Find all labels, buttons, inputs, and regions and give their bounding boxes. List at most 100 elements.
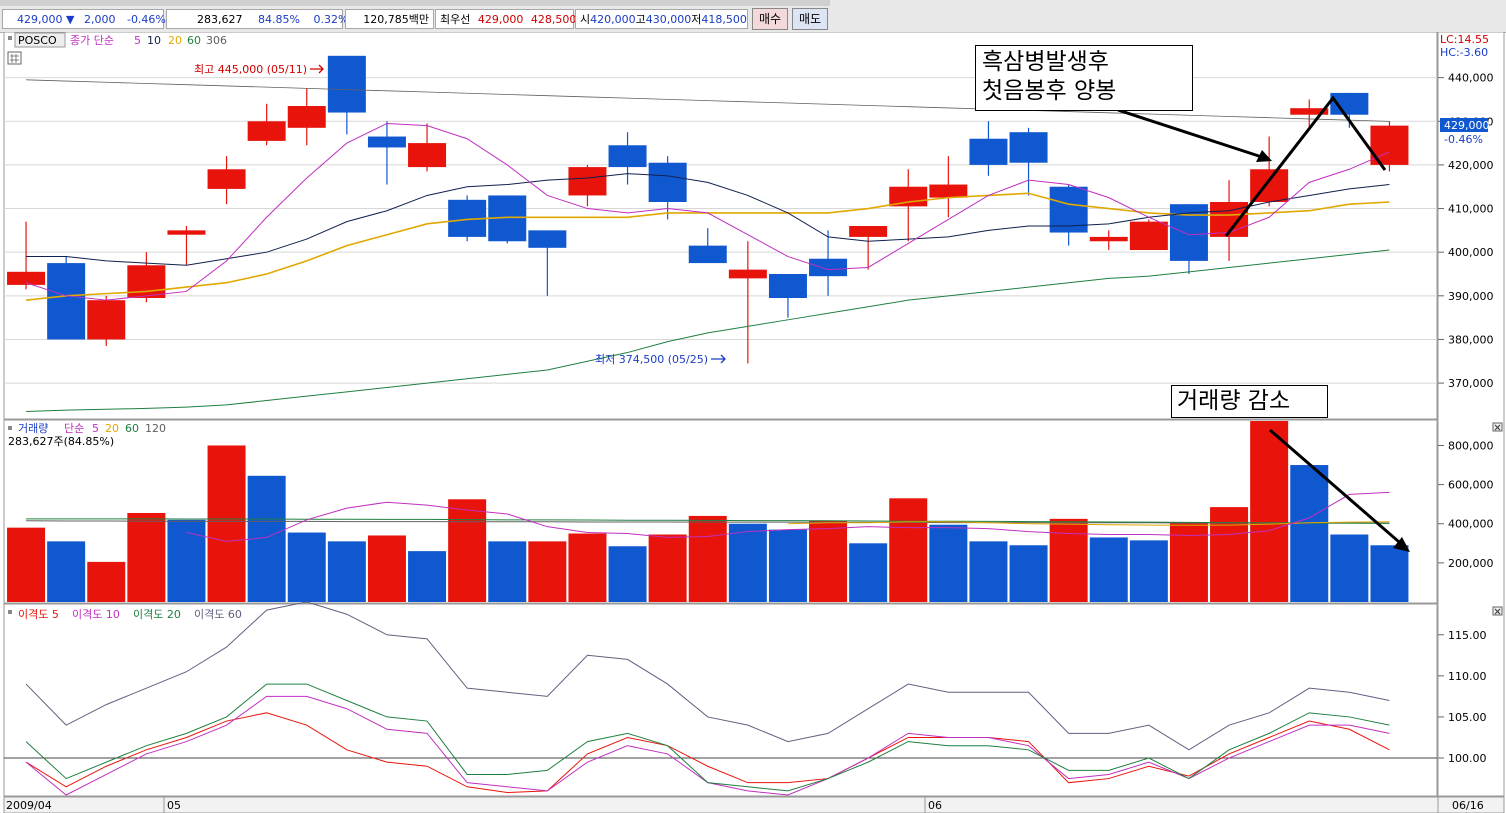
volume-legend-label: 거래량 bbox=[18, 422, 48, 435]
disparity-line-4 bbox=[25, 601, 1390, 751]
candle-body bbox=[969, 138, 1008, 165]
last-price-badge bbox=[1440, 118, 1488, 132]
volume-bar bbox=[127, 512, 166, 602]
last-price-pct: -0.46% bbox=[1444, 133, 1483, 146]
price-tick-label: 380,000 bbox=[1448, 333, 1494, 346]
volume-legend-ma: 단순 bbox=[64, 422, 84, 435]
volume-bar bbox=[1089, 537, 1128, 602]
volume-bar bbox=[1009, 545, 1048, 602]
volume-bar bbox=[448, 499, 487, 602]
close-cross bbox=[1494, 424, 1501, 431]
lc-label: LC:14.55 bbox=[1440, 33, 1489, 46]
volume-bar bbox=[1210, 507, 1249, 602]
best-bid: 428,500 bbox=[530, 13, 577, 26]
candle-body bbox=[1089, 236, 1128, 242]
volume-bar bbox=[287, 532, 326, 602]
sell-button[interactable]: 매도 bbox=[792, 8, 829, 30]
volume-bar bbox=[768, 529, 807, 602]
x-label-end: 06/16 bbox=[1452, 799, 1484, 812]
legend-ma5: 5 bbox=[134, 34, 141, 47]
candle-body bbox=[608, 145, 647, 168]
candle-body bbox=[408, 143, 447, 168]
low-marker-label: 최저 374,500 (05/25) bbox=[595, 353, 708, 366]
candle-body bbox=[688, 245, 727, 264]
price-gridlines bbox=[4, 77, 1437, 384]
volume-bar bbox=[1290, 465, 1329, 602]
disparity-panel bbox=[3, 603, 1438, 797]
buy-button[interactable]: 매수 bbox=[752, 8, 789, 30]
volume-bar bbox=[1049, 518, 1088, 602]
low-value: 418,500 bbox=[701, 13, 747, 26]
stock-chart: 370,000 380,000 390,000 400,000 410,000 420,0… bbox=[3, 32, 1505, 813]
note-line-2: 첫음봉후 양봉 bbox=[982, 78, 1117, 104]
volume-bar bbox=[1330, 534, 1369, 602]
best-quote: 최우선 429,000 428,500 bbox=[435, 9, 577, 29]
disparity-legend-5: 이격도 5 bbox=[18, 608, 59, 621]
down-arrow-icon: ▼ bbox=[66, 13, 75, 26]
candle-body bbox=[568, 167, 607, 196]
open-value: 420,000 bbox=[590, 13, 636, 26]
disparity-tick-label: 105.00 bbox=[1448, 711, 1487, 724]
candle-body bbox=[327, 55, 366, 113]
x-label-may: 05 bbox=[167, 799, 181, 812]
price-tick-label: 390,000 bbox=[1448, 290, 1494, 303]
price-tick-label: 400,000 bbox=[1448, 246, 1494, 259]
volume-bar bbox=[608, 546, 647, 602]
ma10-line bbox=[26, 173, 1390, 266]
candle-pattern-note: 흑삼병발생후 첫음봉후 양봉 bbox=[975, 45, 1193, 111]
close-cross bbox=[1494, 608, 1501, 615]
candle-body bbox=[849, 226, 888, 237]
quote-toolbar: 429,000 ▼ 2,000 -0.46% 283,627 84.85% 0.… bbox=[0, 0, 1506, 33]
x-axis-bar bbox=[3, 796, 1505, 813]
volume-bar bbox=[1169, 522, 1208, 602]
volume-ma60-line bbox=[26, 518, 1390, 524]
volume-bar bbox=[488, 541, 527, 602]
grid-toggle-lines bbox=[10, 54, 19, 63]
volume-quote: 283,627 84.85% 0.32% bbox=[166, 9, 348, 29]
price-tick-label: 410,000 bbox=[1448, 203, 1494, 216]
volume-tick-label: 200,000 bbox=[1448, 557, 1494, 570]
grid-toggle-icon[interactable] bbox=[7, 51, 22, 65]
volume-bar bbox=[849, 543, 888, 602]
candle-body bbox=[728, 269, 767, 279]
price-legend-label: 종가 단순 bbox=[70, 34, 114, 47]
volume-bar bbox=[87, 561, 126, 602]
tab-strip bbox=[0, 0, 830, 6]
candle-body bbox=[47, 263, 86, 340]
x-label-jun: 06 bbox=[928, 799, 942, 812]
volume-legend-ma5: 5 bbox=[92, 422, 99, 435]
last-price-value: 429,000 bbox=[1444, 119, 1490, 132]
candle-body bbox=[367, 136, 406, 148]
volume-bar bbox=[207, 445, 246, 602]
disparity-legend-60: 이격도 60 bbox=[194, 608, 242, 621]
volume-bar bbox=[528, 541, 567, 602]
volume-ma120-line bbox=[26, 520, 1390, 524]
candle-body bbox=[7, 271, 46, 285]
disparity-line-3 bbox=[25, 683, 1390, 792]
volume-tick-label: 800,000 bbox=[1448, 439, 1494, 452]
disparity-tick-labels: 100.00 105.00 110.00 115.00 bbox=[1438, 629, 1487, 765]
candle-body bbox=[1009, 132, 1048, 163]
high-marker-arrow-icon bbox=[310, 64, 324, 74]
volume-bar bbox=[889, 498, 928, 602]
volume-bar bbox=[688, 515, 727, 602]
volume-ratio: 84.85% bbox=[258, 13, 300, 26]
candle-body bbox=[929, 184, 968, 198]
high-value: 430,000 bbox=[645, 13, 692, 26]
disparity-tick-label: 115.00 bbox=[1448, 629, 1487, 642]
volume-bar bbox=[929, 524, 968, 602]
volume-tick-labels: 200,000 400,000 600,000 800,000 bbox=[1438, 439, 1494, 570]
volume-bar bbox=[1250, 421, 1289, 602]
volume-legend-ma20: 20 bbox=[105, 422, 119, 435]
legend-ma20: 20 bbox=[168, 34, 182, 47]
candle-body bbox=[247, 121, 286, 141]
annotation-arrow-shaft bbox=[1117, 108, 1269, 161]
volume-legend-ma120: 120 bbox=[145, 422, 166, 435]
price-tick-label: 370,000 bbox=[1448, 377, 1494, 390]
volume-value: 283,627 bbox=[197, 13, 243, 26]
price-tick-label: 420,000 bbox=[1448, 159, 1494, 172]
price-change-pct: -0.46% bbox=[126, 13, 166, 26]
candle-body bbox=[127, 265, 166, 298]
volume-legend-ma60: 60 bbox=[125, 422, 139, 435]
volume-moving-averages bbox=[26, 491, 1390, 542]
